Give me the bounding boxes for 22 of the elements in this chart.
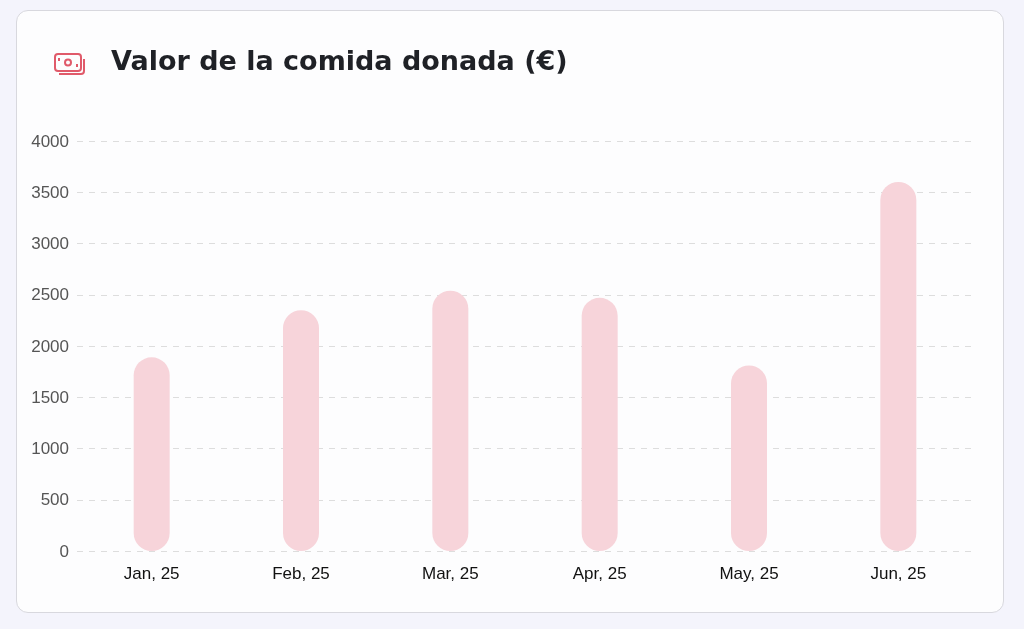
x-tick-label: Jun, 25 <box>870 564 927 583</box>
bar <box>581 297 618 551</box>
y-tick-label: 0 <box>59 541 69 561</box>
y-tick-label: 2500 <box>31 285 69 305</box>
y-tick-label: 3500 <box>31 182 69 202</box>
bar <box>432 290 469 551</box>
y-tick-label: 4000 <box>31 131 69 151</box>
y-tick-label: 2000 <box>31 336 69 356</box>
y-tick-label: 3000 <box>31 234 69 253</box>
x-tick-label: Jan, 25 <box>123 564 180 583</box>
y-tick-label: 1000 <box>31 439 69 458</box>
x-tick-label: Feb, 25 <box>272 564 330 583</box>
y-tick-label: 1500 <box>31 387 69 407</box>
x-tick-label: May, 25 <box>719 564 779 583</box>
bar <box>133 357 170 551</box>
y-tick-label: 500 <box>40 490 69 510</box>
bar <box>731 365 767 551</box>
x-tick-label: Mar, 25 <box>421 564 479 583</box>
bar <box>880 182 917 551</box>
bar <box>283 310 319 551</box>
x-tick-label: Apr, 25 <box>572 564 627 583</box>
chart-title: Valor de la comida donada (€) <box>111 45 568 76</box>
